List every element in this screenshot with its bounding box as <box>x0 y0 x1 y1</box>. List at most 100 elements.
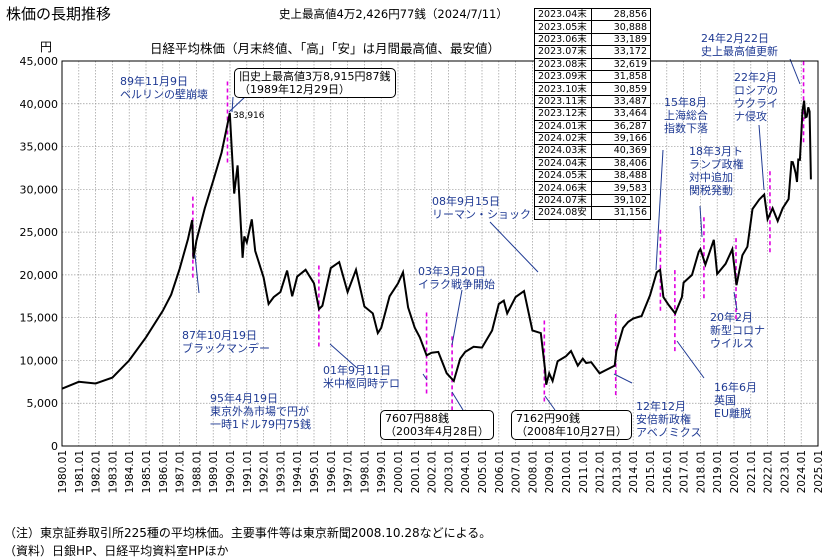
annotation-shanghai: 15年8月 上海総合 指数下落 <box>664 96 708 135</box>
x-tick-label: 2003.01 <box>443 450 455 493</box>
x-tick-label: 1997.01 <box>343 450 355 493</box>
y-unit-label: 円 <box>40 40 53 54</box>
x-tick-label: 2024.01 <box>796 450 808 493</box>
recent-table-value: 31,156 <box>591 206 651 220</box>
x-tick-label: 1999.01 <box>376 450 388 493</box>
x-tick-label: 2006.01 <box>494 450 506 493</box>
x-tick-label: 2015.01 <box>645 450 657 493</box>
recent-table-row: 2024.04末 38,406 <box>534 156 651 171</box>
recent-table-row: 2024.06末 39,583 <box>534 181 651 195</box>
x-tick-label: 2020.01 <box>729 450 741 493</box>
recent-table-row: 2023.10末 30,859 <box>534 82 651 96</box>
recent-table-value: 33,487 <box>591 94 651 109</box>
recent-table-date: 2024.08安 <box>534 206 592 220</box>
x-tick-label: 2025.01 <box>813 450 825 493</box>
recent-table-row: 2023.09末 31,858 <box>534 69 651 84</box>
x-tick-label: 1990.01 <box>225 450 237 493</box>
x-tick-label: 2008.01 <box>527 450 539 493</box>
grid-lines <box>61 60 819 447</box>
x-tick-label: 1998.01 <box>359 450 371 493</box>
y-tick-label: 30,000 <box>20 183 59 196</box>
annotation-trump: 18年3月ト ランプ政権 対中追加 関税発動 <box>689 145 744 197</box>
x-tick-label: 2016.01 <box>662 450 674 493</box>
recent-table-value: 33,464 <box>591 107 651 121</box>
x-tick-label: 1995.01 <box>309 450 321 493</box>
x-tick-label: 2018.01 <box>695 450 707 493</box>
annotation-low-2008: 7162円90銭 （2008年10月27日） <box>511 410 632 440</box>
annotation-brexit: 16年6月 英国 EU離脱 <box>714 381 757 420</box>
recent-table-row: 2024.08安 31,156 <box>534 206 651 220</box>
callout-arrows <box>194 58 801 411</box>
recent-table-date: 2023.06末 <box>534 32 592 47</box>
x-tick-label: 2023.01 <box>779 450 791 493</box>
recent-table-date: 2024.01末 <box>534 119 592 133</box>
x-tick-label: 2021.01 <box>746 450 758 493</box>
annotation-covid: 20年2月 新型コロナ ウイルス <box>710 311 765 350</box>
recent-table-date: 2023.04末 <box>534 7 592 22</box>
recent-table-row: 2023.11末 33,487 <box>534 94 651 109</box>
x-tick-label: 1988.01 <box>191 450 203 493</box>
recent-table-value: 36,287 <box>591 119 651 133</box>
x-tick-label: 1985.01 <box>141 450 153 493</box>
nikkei-price-line <box>61 100 812 390</box>
footnote-note: （注）東京証券取引所225種の平均株価。主要事件等は東京新聞2008.10.28… <box>4 526 492 540</box>
x-tick-label: 1980.01 <box>57 450 69 493</box>
y-tick-label: 25,000 <box>20 226 59 239</box>
annotation-berlin: 89年11月9日 ベルリンの壁崩壊 <box>120 75 208 101</box>
x-tick-label: 2001.01 <box>410 450 422 493</box>
recent-values-table: 2023.04末 28,856 2023.05末 30,888 2023.06末 33,1… <box>534 7 651 220</box>
x-tick-label: 2019.01 <box>712 450 724 493</box>
x-tick-label: 1987.01 <box>175 450 187 493</box>
recent-table-date: 2023.05末 <box>534 20 592 34</box>
recent-table-date: 2023.11末 <box>534 94 592 109</box>
recent-table-value: 30,859 <box>591 82 651 96</box>
recent-table-value: 31,858 <box>591 69 651 84</box>
series-label: 日経平均株価（月末終値、「高」「安」は月間最高値、最安値） <box>150 41 501 56</box>
recent-table-value: 38,488 <box>591 169 651 183</box>
recent-table-value: 39,102 <box>591 193 651 208</box>
recent-table-value: 38,406 <box>591 156 651 171</box>
y-tick-label: 5,000 <box>27 397 59 410</box>
recent-table-date: 2023.07末 <box>534 45 592 59</box>
x-tick-label: 2007.01 <box>511 450 523 493</box>
recent-table-date: 2023.08末 <box>534 57 592 71</box>
x-tick-label: 1989.01 <box>208 450 220 493</box>
x-tick-label: 2014.01 <box>628 450 640 493</box>
annotation-sept11: 01年9月11日 米中枢同時テロ <box>323 364 400 390</box>
recent-table-value: 40,369 <box>591 144 651 158</box>
y-tick-label: 15,000 <box>20 312 59 325</box>
record-high-caption: 史上最高値4万2,426円77銭（2024/7/11） <box>279 7 508 21</box>
recent-table-row: 2023.07末 33,172 <box>534 45 651 59</box>
recent-table-value: 39,583 <box>591 181 651 195</box>
y-tick-label: 40,000 <box>20 98 59 111</box>
y-tick-label: 0 <box>51 440 58 453</box>
x-tick-label: 1986.01 <box>158 450 170 493</box>
x-tick-label: 1983.01 <box>107 450 119 493</box>
annotation-russia: 22年2月 ロシアの ウクライ ナ侵攻 <box>734 71 778 123</box>
x-tick-label: 1991.01 <box>242 450 254 493</box>
annotation-old-high: 旧史上最高値3万8,915円87銭 （1989年12月29日） <box>234 68 396 98</box>
x-tick-label: 2000.01 <box>393 450 405 493</box>
x-tick-label: 2013.01 <box>611 450 623 493</box>
x-tick-label: 2005.01 <box>477 450 489 493</box>
recent-table-date: 2023.09末 <box>534 69 592 84</box>
x-tick-label: 2009.01 <box>544 450 556 493</box>
x-tick-label: 1992.01 <box>259 450 271 493</box>
old-high-value-label: 38,916 <box>233 111 265 121</box>
recent-table-value: 39,166 <box>591 131 651 146</box>
event-lines <box>192 61 805 418</box>
recent-table-row: 2023.12末 33,464 <box>534 107 651 121</box>
recent-table-date: 2023.12末 <box>534 107 592 121</box>
x-tick-label: 2012.01 <box>595 450 607 493</box>
recent-table-value: 32,619 <box>591 57 651 71</box>
recent-table-date: 2024.07末 <box>534 193 592 208</box>
x-tick-label: 2017.01 <box>679 450 691 493</box>
recent-table-row: 2023.08末 32,619 <box>534 57 651 71</box>
recent-table-row: 2023.05末 30,888 <box>534 20 651 34</box>
recent-table-value: 30,888 <box>591 20 651 34</box>
annotation-yen-high: 95年4月19日 東京外為市場で円が 一時1ドル79円75銭 <box>210 392 311 431</box>
x-tick-label: 1996.01 <box>326 450 338 493</box>
recent-table-row: 2023.06末 33,189 <box>534 32 651 47</box>
recent-table-date: 2024.03末 <box>534 144 592 158</box>
